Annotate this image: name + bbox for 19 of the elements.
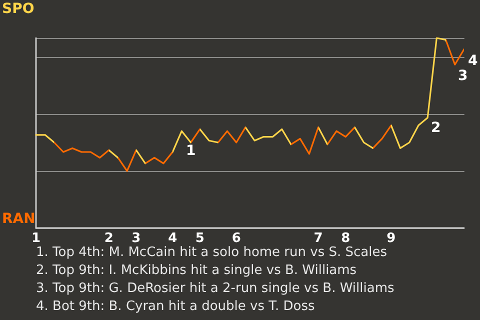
x-tick-label: 7 — [314, 231, 323, 246]
text: SPO — [2, 1, 34, 17]
text: 1. Top 4th: M. McCain hit a solo home run vs S. Scales — [36, 245, 388, 260]
x-tick-label: 2 — [104, 231, 114, 246]
x-tick-label: 9 — [386, 231, 396, 246]
text: 4. Bot 9th: B. Cyran hit a double vs T. Doss — [36, 299, 316, 314]
text: 3. Top 9th: G. DeRosier hit a 2-run single vs B. Williams — [36, 281, 394, 296]
text: 2. Top 9th: I. McKibbins hit a single vs B. Williams — [36, 263, 357, 278]
x-tick-label: 4 — [168, 231, 178, 246]
annotation: 2 — [431, 120, 441, 136]
x-tick-label: 6 — [232, 231, 241, 246]
x-tick-label: 8 — [341, 231, 350, 246]
x-tick-label: 5 — [195, 231, 204, 246]
x-tick-label: 1 — [31, 231, 41, 246]
annotation: 1 — [186, 143, 196, 159]
text: RAN — [2, 211, 36, 227]
x-tick-label: 3 — [132, 231, 141, 246]
annotation: 3 — [458, 68, 468, 84]
text: 4 — [468, 53, 478, 69]
